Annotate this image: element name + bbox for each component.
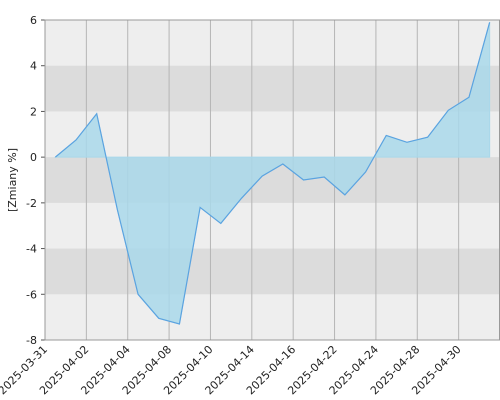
- y-tick-label: 6: [30, 14, 37, 27]
- y-tick-label: 4: [30, 60, 37, 73]
- line: [54, 22, 491, 325]
- y-tick-label: -8: [26, 334, 37, 347]
- grid-band: [45, 65, 500, 112]
- y-axis-label: [Zmiany %]: [6, 148, 19, 212]
- y-tick-label: -6: [26, 288, 37, 301]
- y-tick-label: 0: [30, 151, 37, 164]
- y-tick-label: -2: [26, 197, 37, 210]
- y-tick-label: -4: [26, 243, 37, 256]
- grid-band: [45, 248, 500, 295]
- y-tick-label: 2: [30, 105, 37, 118]
